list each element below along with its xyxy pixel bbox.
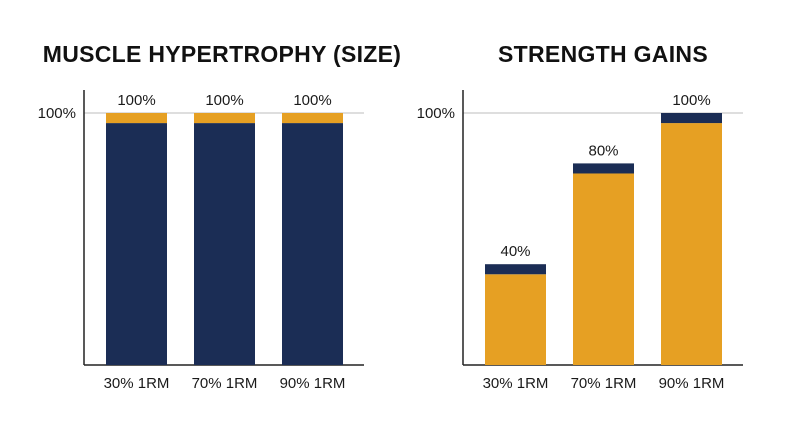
bar-segment bbox=[485, 264, 546, 275]
hypertrophy-chart: MUSCLE HYPERTROPHY (SIZE) 100% 100% 30% 1… bbox=[38, 41, 402, 392]
bar-segment bbox=[485, 274, 546, 365]
category-label: 70% 1RM bbox=[192, 375, 258, 392]
bar-segment bbox=[194, 113, 255, 124]
bar-segment bbox=[661, 123, 722, 365]
data-label: 100% bbox=[293, 92, 331, 109]
bar-segment bbox=[282, 123, 343, 365]
bar-segment bbox=[573, 163, 634, 174]
category-label: 90% 1RM bbox=[659, 375, 725, 392]
bar-segment bbox=[573, 173, 634, 365]
bars bbox=[106, 113, 343, 365]
strength-chart: STRENGTH GAINS 100% 40% 30% 1RM 80% 70% 1RM… bbox=[417, 41, 743, 392]
labels: 40% 30% 1RM 80% 70% 1RM 100% 90% 1RM bbox=[483, 92, 725, 392]
chart-title: MUSCLE HYPERTROPHY (SIZE) bbox=[43, 41, 402, 67]
bar-segment bbox=[661, 113, 722, 124]
y-tick-label: 100% bbox=[38, 105, 76, 122]
bar-segment bbox=[282, 113, 343, 124]
bar-segment bbox=[106, 123, 167, 365]
chart-title: STRENGTH GAINS bbox=[498, 41, 708, 67]
data-label: 80% bbox=[588, 142, 618, 159]
bar-segment bbox=[194, 123, 255, 365]
data-label: 40% bbox=[500, 243, 530, 260]
category-label: 30% 1RM bbox=[104, 375, 170, 392]
data-label: 100% bbox=[117, 92, 155, 109]
y-tick-label: 100% bbox=[417, 105, 455, 122]
data-label: 100% bbox=[672, 92, 710, 109]
category-label: 90% 1RM bbox=[280, 375, 346, 392]
bars bbox=[485, 113, 722, 365]
category-label: 30% 1RM bbox=[483, 375, 549, 392]
labels: 100% 30% 1RM 100% 70% 1RM 100% 90% 1RM bbox=[104, 92, 346, 392]
category-label: 70% 1RM bbox=[571, 375, 637, 392]
bar-segment bbox=[106, 113, 167, 124]
data-label: 100% bbox=[205, 92, 243, 109]
